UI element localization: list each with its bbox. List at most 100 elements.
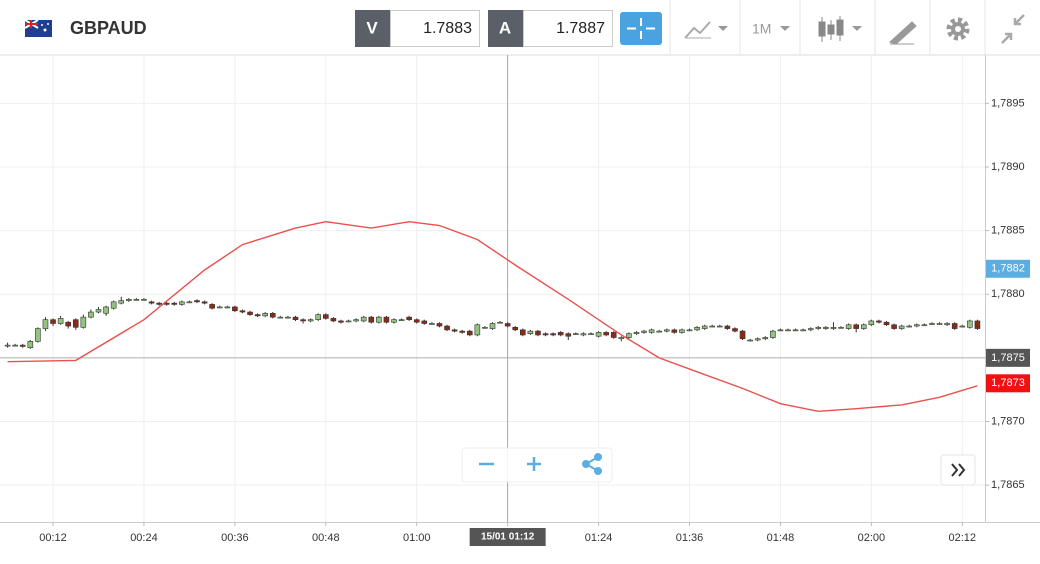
candle-body [618, 337, 625, 340]
x-tick-label: 02:00 [858, 532, 886, 544]
zoom-in-button[interactable] [527, 457, 541, 471]
price-label: 1,7873 [991, 377, 1025, 389]
candle-body [224, 306, 231, 309]
candle-body [50, 319, 56, 324]
candle-body [512, 327, 519, 331]
candle-body [110, 301, 117, 309]
candle-body [792, 329, 799, 332]
candle-body [853, 324, 859, 329]
candle-body [573, 333, 579, 335]
candle-body [679, 329, 685, 333]
chart-type-button[interactable] [684, 21, 728, 39]
candle-body [466, 330, 473, 336]
sell-price-box[interactable] [390, 10, 480, 47]
candle-body [148, 301, 155, 304]
candle-body [72, 319, 79, 328]
candle-body [186, 301, 193, 304]
candle-body [542, 333, 549, 336]
candle-body [641, 330, 647, 333]
symbol: GBPAUD [70, 18, 147, 38]
x-tick-label: 02:12 [949, 532, 977, 544]
candle-body [376, 316, 382, 323]
candle-body [141, 299, 147, 301]
candle-body [444, 325, 450, 331]
candle-body [360, 316, 367, 322]
candle-body [535, 330, 541, 336]
candle-body [330, 318, 337, 322]
candle-body [436, 323, 443, 327]
settings-button[interactable] [946, 17, 970, 41]
candle-body [80, 316, 87, 328]
candle-body [944, 323, 950, 326]
candle-body [345, 320, 352, 323]
candle-type-button[interactable] [818, 16, 862, 42]
candle-body [57, 318, 64, 324]
candle-body [103, 306, 109, 314]
candle-body [504, 323, 511, 327]
price-label: 1,7882 [991, 263, 1025, 275]
candle-body [179, 301, 185, 305]
candle-body [262, 313, 268, 317]
candle-body [914, 324, 920, 327]
sell-button[interactable] [355, 10, 390, 47]
candle-body [254, 314, 261, 317]
candle-body [906, 325, 913, 328]
flag-icon [24, 19, 52, 37]
buy-label: A [499, 18, 511, 37]
candle-body [663, 329, 670, 332]
price-label-box [986, 259, 1030, 278]
candle-body [27, 341, 34, 348]
draw-tool-button[interactable] [889, 21, 917, 45]
candle-body [126, 299, 132, 301]
candle-body [936, 323, 943, 325]
y-tick-label: 1,7870 [991, 415, 1025, 427]
buy-button[interactable] [488, 10, 523, 47]
candle-body [898, 325, 905, 329]
crosshair-button[interactable] [620, 12, 662, 45]
candle-body [626, 333, 632, 338]
candle-body [459, 330, 465, 333]
candle-body [815, 327, 822, 329]
candle-body [762, 337, 769, 340]
candle-body [845, 324, 852, 329]
candle-body [565, 333, 572, 337]
candle-body [398, 319, 405, 321]
candle-body [951, 323, 958, 329]
candle-body [4, 344, 11, 347]
candle-body [921, 324, 928, 327]
candle-body [315, 314, 322, 320]
candle-body [95, 309, 102, 313]
candle-body [717, 325, 723, 328]
candle-body [807, 328, 814, 331]
candle-body [860, 324, 867, 329]
y-tick-label: 1,7885 [991, 225, 1025, 237]
y-tick-label: 1,7895 [991, 97, 1025, 109]
candle-body [239, 310, 246, 313]
candle-body [580, 333, 587, 336]
y-tick-label: 1,7880 [991, 288, 1025, 300]
candle-body [830, 327, 837, 329]
candle-body [65, 321, 71, 327]
buy-price: 1.7887 [556, 20, 605, 37]
candle-body [686, 329, 693, 332]
share-button[interactable] [582, 453, 602, 475]
candle-body [520, 329, 526, 336]
candle-body [12, 344, 18, 347]
candle-body [383, 316, 390, 323]
buy-price-box[interactable] [523, 10, 613, 47]
collapse-button[interactable] [1001, 14, 1025, 44]
crosshair-price-label: 1,7875 [991, 352, 1025, 364]
candle-body [610, 332, 617, 338]
candle-body [648, 329, 655, 333]
candle-body [929, 323, 935, 325]
candle-body [724, 325, 731, 329]
timeframe[interactable]: 1M [752, 21, 771, 37]
crosshair-time-label: 15/01 01:12 [481, 532, 535, 543]
candle-body [800, 329, 806, 332]
candle-body [338, 320, 344, 323]
candle-body [595, 332, 602, 337]
overlay: 1,7882 1,7873 1,7875 15/01 01:12 [461, 259, 1030, 546]
candle-body [19, 344, 26, 347]
candle-body [247, 311, 253, 315]
